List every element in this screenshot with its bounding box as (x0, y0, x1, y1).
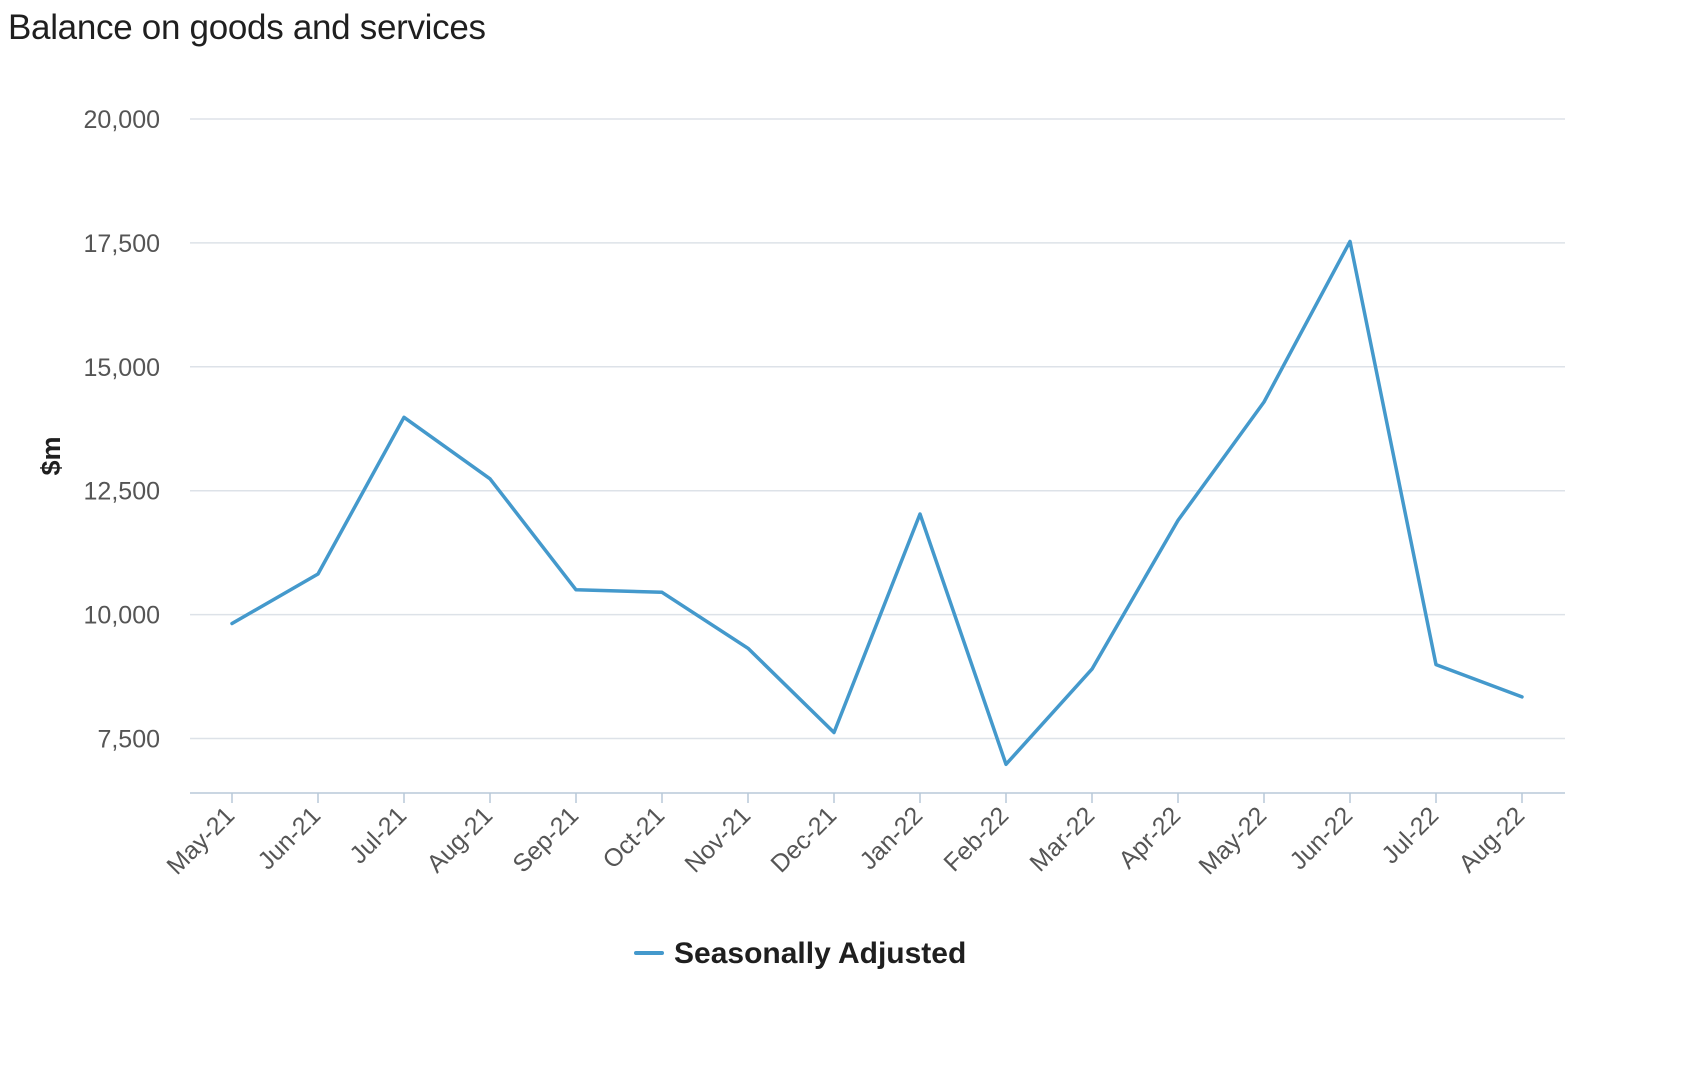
x-tick-label: May-22 (1193, 801, 1272, 880)
y-axis-label: $m (36, 436, 66, 475)
x-tick-label: Jan-22 (854, 801, 928, 875)
x-tick-label: Sep-21 (507, 801, 584, 878)
data-point[interactable] (570, 584, 582, 596)
data-point[interactable] (1172, 514, 1184, 526)
grid-lines (190, 118, 1565, 740)
data-point[interactable] (1344, 235, 1356, 247)
data-point[interactable] (484, 473, 496, 485)
x-axis-ticks: May-21 Jun-21 Jul-21 Aug-21 Sep-21 Oct-21 Nov-… (161, 793, 1530, 880)
chart-title: Balance on goods and services (8, 8, 486, 47)
x-tick-label: May-21 (161, 801, 240, 880)
data-point[interactable] (1258, 396, 1270, 408)
y-tick-label: 15,000 (84, 354, 160, 382)
x-tick-label: Jul-22 (1376, 801, 1444, 869)
x-tick-label: Oct-21 (597, 801, 670, 874)
series-line-seasonally-adjusted[interactable] (230, 239, 1524, 767)
data-point[interactable] (828, 727, 840, 739)
data-point[interactable] (312, 568, 324, 580)
x-tick-label: Jun-21 (252, 801, 326, 875)
data-point[interactable] (656, 586, 668, 598)
data-point[interactable] (1086, 663, 1098, 675)
series-layer (226, 235, 1528, 770)
y-tick-label: 7,500 (97, 725, 160, 753)
data-point[interactable] (914, 508, 926, 520)
data-point[interactable] (742, 642, 754, 654)
data-point[interactable] (1000, 758, 1012, 770)
x-tick-label: Aug-22 (1453, 801, 1530, 878)
y-tick-label: 17,500 (84, 230, 160, 258)
data-point[interactable] (1516, 691, 1528, 703)
y-axis-ticks: 7,500 10,000 12,500 15,000 17,500 20,000 (84, 106, 160, 753)
x-tick-label: Aug-21 (421, 801, 498, 878)
y-tick-label: 20,000 (84, 106, 160, 134)
y-tick-label: 12,500 (84, 478, 160, 506)
x-tick-label: Dec-21 (765, 801, 842, 878)
x-tick-label: Mar-22 (1024, 801, 1100, 877)
data-point[interactable] (398, 411, 410, 423)
legend[interactable]: Seasonally Adjusted (634, 937, 966, 970)
data-point[interactable] (226, 618, 238, 630)
y-tick-label: 10,000 (84, 602, 160, 630)
x-tick-label: Feb-22 (938, 801, 1014, 877)
x-tick-label: Apr-22 (1113, 801, 1186, 874)
x-tick-label: Jun-22 (1284, 801, 1358, 875)
x-tick-label: Jul-21 (344, 801, 412, 869)
x-tick-label: Nov-21 (679, 801, 756, 878)
data-point[interactable] (1430, 659, 1442, 671)
legend-label-seasonally-adjusted: Seasonally Adjusted (674, 937, 966, 970)
